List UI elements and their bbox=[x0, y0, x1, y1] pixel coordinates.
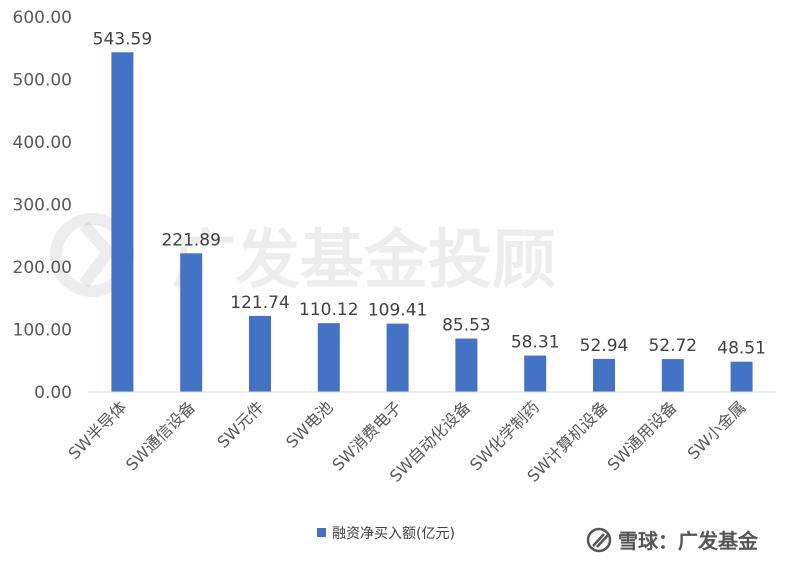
xueqiu-logo-icon bbox=[586, 527, 612, 553]
data-label: 48.51 bbox=[717, 339, 766, 359]
y-tick-label: 0.00 bbox=[34, 383, 72, 403]
x-tick-label: SW通信设备 bbox=[122, 397, 199, 474]
x-tick-label: SW电池 bbox=[282, 397, 336, 451]
y-tick-label: 400.00 bbox=[13, 133, 72, 153]
y-tick-label: 600.00 bbox=[13, 8, 72, 28]
source-text: 雪球：广发基金 bbox=[618, 529, 759, 553]
bar bbox=[524, 355, 547, 392]
data-label: 121.74 bbox=[230, 293, 289, 313]
x-tick-label: SW元件 bbox=[213, 397, 267, 451]
x-tick-label: SW通用设备 bbox=[604, 397, 681, 474]
y-tick-label: 300.00 bbox=[13, 196, 72, 216]
y-axis: 0.00 100.00 200.00 300.00 400.00 500.00 600.00 bbox=[13, 8, 72, 403]
data-label: 221.89 bbox=[161, 230, 220, 250]
bar bbox=[386, 323, 409, 392]
x-tick-label: SW化学制药 bbox=[466, 397, 543, 474]
bar bbox=[730, 361, 753, 392]
watermark-text: 广发基金投顾 bbox=[172, 224, 556, 298]
data-label: 52.94 bbox=[580, 336, 629, 356]
bar bbox=[455, 338, 478, 392]
x-tick-label: SW小金属 bbox=[684, 397, 750, 463]
data-label: 58.31 bbox=[511, 333, 560, 353]
bar bbox=[111, 52, 134, 392]
data-label: 109.41 bbox=[368, 301, 427, 321]
data-label: 110.12 bbox=[299, 300, 358, 320]
x-tick-label: SW半导体 bbox=[64, 397, 130, 463]
footer: 雪球：广发基金 bbox=[586, 527, 759, 553]
watermark: 广发基金投顾 bbox=[50, 213, 556, 298]
x-tick-label: SW消费电子 bbox=[328, 397, 405, 474]
data-label: 543.59 bbox=[93, 29, 152, 49]
y-tick-label: 500.00 bbox=[13, 71, 72, 91]
bar bbox=[593, 358, 615, 392]
legend: 融资净买入额(亿元) bbox=[317, 526, 455, 542]
bar bbox=[180, 253, 203, 392]
bar-series bbox=[111, 52, 753, 392]
legend-label: 融资净买入额(亿元) bbox=[332, 526, 455, 542]
data-labels: 543.59 221.89 121.74 110.12 109.41 85.53 58.31… bbox=[93, 29, 766, 358]
bar bbox=[249, 315, 271, 392]
y-tick-label: 200.00 bbox=[13, 258, 72, 278]
bar bbox=[317, 323, 340, 392]
bar bbox=[661, 359, 684, 392]
legend-swatch bbox=[317, 528, 326, 537]
data-label: 85.53 bbox=[442, 316, 491, 336]
y-tick-label: 100.00 bbox=[13, 321, 72, 341]
data-label: 52.72 bbox=[648, 336, 697, 356]
